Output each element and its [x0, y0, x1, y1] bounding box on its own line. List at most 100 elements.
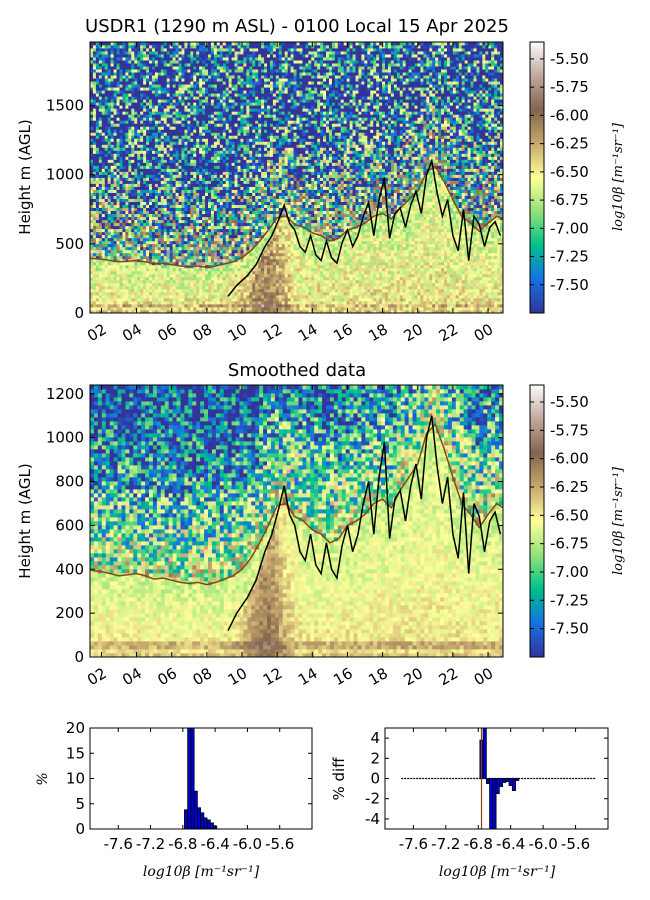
heatmap-cell [385, 216, 389, 221]
heatmap-cell [140, 288, 144, 293]
heatmap-cell [243, 270, 247, 275]
heatmap-cell [435, 303, 439, 308]
heatmap-cell [349, 288, 353, 293]
heatmap-cell [143, 210, 147, 215]
heatmap-cell [213, 273, 218, 278]
heatmap-cell [385, 264, 389, 269]
heatmap-cell [449, 258, 454, 263]
heatmap-cell [385, 270, 389, 275]
heatmap-cell [275, 291, 280, 296]
heatmap-cell [281, 267, 286, 272]
heatmap-cell [320, 306, 324, 311]
heatmap-cell [358, 204, 362, 209]
heatmap-cell [491, 267, 495, 272]
heatmap-cell [113, 279, 117, 284]
heatmap-cell [464, 255, 468, 260]
heatmap-cell [240, 273, 244, 278]
heatmap-cell [491, 309, 495, 313]
heatmap-cell [349, 279, 353, 284]
heatmap-cell [361, 207, 365, 212]
heatmap-cell [290, 237, 294, 242]
heatmap-cell [438, 300, 442, 305]
heatmap-cell [417, 300, 421, 305]
heatmap-cell [134, 252, 138, 257]
heatmap-cell [95, 216, 100, 221]
heatmap-cell [275, 210, 280, 215]
heatmap-cell [196, 237, 200, 242]
heatmap-cell [358, 249, 362, 254]
heatmap-cell [494, 261, 498, 266]
heatmap-cell [193, 207, 197, 212]
heatmap-cell [246, 276, 250, 281]
heatmap-cell [143, 249, 147, 254]
heatmap-cell [429, 303, 433, 308]
heatmap-cell [225, 291, 230, 296]
heatmap-cell [334, 216, 339, 221]
heatmap-cell [90, 204, 94, 209]
heatmap-cell [205, 264, 209, 269]
heatmap-cell [494, 243, 498, 248]
heatmap-cell [172, 309, 176, 313]
heatmap-cell [228, 252, 232, 257]
heatmap-cell [320, 243, 324, 248]
heatmap-cell [382, 246, 386, 251]
heatmap-cell [231, 294, 235, 299]
heatmap-cell [405, 225, 409, 230]
heatmap-cell [299, 291, 303, 296]
heatmap-cell [166, 288, 171, 293]
heatmap-cell [352, 222, 356, 227]
heatmap-cell [411, 306, 415, 311]
heatmap-cell [213, 261, 218, 266]
heatmap-cell [370, 258, 374, 263]
heatmap-cell [352, 279, 356, 284]
heatmap-cell [107, 309, 112, 313]
heatmap-cell [302, 282, 306, 287]
heatmap-cell [172, 288, 176, 293]
heatmap-cell [328, 243, 333, 248]
heatmap-cell [355, 306, 359, 311]
heatmap-cell [255, 240, 259, 245]
heatmap-cell [116, 276, 120, 281]
heatmap-cell [393, 225, 398, 230]
heatmap-cell [240, 243, 244, 248]
heatmap-cell [444, 255, 448, 260]
heatmap-cell [134, 210, 138, 215]
heatmap-cell [473, 252, 477, 257]
heatmap-cell [287, 276, 291, 281]
heatmap-cell [116, 252, 120, 257]
heatmap-cell [435, 234, 439, 239]
heatmap-cell [446, 300, 451, 305]
heatmap-cell [497, 273, 501, 278]
heatmap-cell [455, 267, 460, 272]
heatmap-cell [143, 273, 147, 278]
heatmap-cell [385, 237, 389, 242]
heatmap-cell [349, 243, 353, 248]
heatmap-cell [308, 249, 312, 254]
heatmap-cell [134, 309, 138, 313]
heatmap-cell [187, 219, 191, 224]
heatmap-cell [464, 300, 468, 305]
heatmap-cell [444, 282, 448, 287]
heatmap-cell [396, 270, 401, 275]
heatmap-cell [479, 216, 483, 221]
heatmap-cell [275, 234, 280, 239]
heatmap-cell [107, 228, 112, 233]
heatmap-cell [210, 273, 215, 278]
heatmap-cell [110, 213, 114, 218]
heatmap-cell [387, 210, 392, 215]
heatmap-cell [461, 294, 466, 299]
heatmap-cell [328, 210, 333, 215]
heatmap-cell [154, 258, 159, 263]
heatmap-cell [243, 240, 247, 245]
heatmap-cell [473, 261, 477, 266]
heatmap-cell [222, 303, 227, 308]
heatmap-cell [190, 303, 194, 308]
heatmap-cell [444, 306, 448, 311]
heatmap-cell [193, 276, 197, 281]
heatmap-cell [417, 222, 421, 227]
heatmap-cell [216, 243, 221, 248]
heatmap-cell [432, 225, 436, 230]
heatmap-cell [160, 288, 165, 293]
heatmap-cell [258, 291, 262, 296]
heatmap-cell [231, 204, 235, 209]
